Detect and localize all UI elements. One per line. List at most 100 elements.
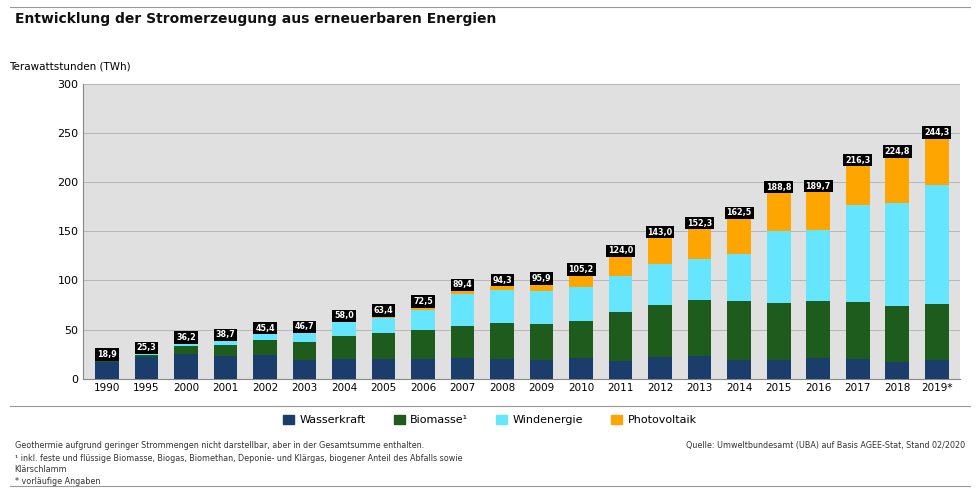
Bar (530, 360, 554, 379)
Bar (727, 219, 751, 254)
Bar (293, 360, 317, 379)
Bar (490, 359, 514, 379)
Bar (95, 362, 119, 379)
Bar (846, 166, 869, 205)
Bar (649, 238, 672, 264)
Text: * vorläufige Angaben: * vorläufige Angaben (15, 477, 100, 486)
Bar (846, 302, 869, 359)
Bar (134, 354, 159, 355)
Text: 124,0: 124,0 (608, 246, 633, 255)
Bar (214, 341, 237, 345)
Bar (371, 333, 395, 360)
Text: 244,3: 244,3 (924, 128, 950, 137)
Bar (530, 284, 554, 291)
Bar (569, 358, 593, 379)
Bar (412, 308, 435, 309)
Bar (174, 346, 198, 354)
Bar (332, 322, 356, 336)
Bar (688, 300, 711, 356)
Text: 224,8: 224,8 (884, 147, 910, 156)
Text: 94,3: 94,3 (492, 276, 512, 284)
Bar (727, 254, 751, 302)
Bar (490, 286, 514, 290)
Bar (214, 356, 237, 379)
Bar (451, 291, 474, 294)
Bar (214, 345, 237, 356)
Text: 46,7: 46,7 (295, 322, 315, 332)
Bar (925, 138, 949, 185)
Text: Terawattstunden (TWh): Terawattstunden (TWh) (9, 62, 130, 72)
Bar (609, 276, 632, 312)
Bar (766, 303, 791, 360)
Text: 143,0: 143,0 (648, 228, 672, 237)
Text: 45,4: 45,4 (255, 324, 274, 333)
Text: 72,5: 72,5 (414, 297, 433, 306)
Text: 25,3: 25,3 (136, 343, 157, 352)
Text: Entwicklung der Stromerzeugung aus erneuerbaren Energien: Entwicklung der Stromerzeugung aus erneu… (15, 12, 496, 26)
Bar (174, 354, 198, 379)
Bar (253, 334, 277, 340)
Text: 105,2: 105,2 (568, 265, 594, 274)
Bar (885, 306, 909, 362)
Bar (332, 336, 356, 359)
Bar (766, 193, 791, 231)
Bar (688, 259, 711, 300)
Text: 36,2: 36,2 (176, 333, 196, 342)
Bar (688, 356, 711, 379)
Bar (807, 358, 830, 379)
Bar (727, 302, 751, 360)
Bar (134, 358, 159, 379)
Text: 58,0: 58,0 (334, 311, 354, 320)
Bar (569, 276, 593, 287)
Text: ¹ inkl. feste und flüssige Biomasse, Biogas, Biomethan, Deponie- und Klärgas, bi: ¹ inkl. feste und flüssige Biomasse, Bio… (15, 454, 463, 462)
Text: Geothermie aufgrund geringer Strommengen nicht darstellbar, aber in der Gesamtsu: Geothermie aufgrund geringer Strommengen… (15, 441, 423, 450)
Bar (253, 340, 277, 355)
Bar (766, 231, 791, 303)
Bar (412, 309, 435, 330)
Bar (371, 316, 395, 318)
Bar (134, 355, 159, 358)
Bar (490, 290, 514, 323)
Bar (451, 358, 474, 379)
Bar (490, 323, 514, 359)
Bar (807, 192, 830, 230)
Bar (885, 362, 909, 379)
Legend: Wasserkraft, Biomasse¹, Windenergie, Photovoltaik: Wasserkraft, Biomasse¹, Windenergie, Pho… (278, 410, 702, 430)
Bar (569, 321, 593, 358)
Text: 95,9: 95,9 (532, 274, 552, 283)
Bar (412, 330, 435, 359)
Bar (649, 264, 672, 305)
Text: 188,8: 188,8 (766, 183, 792, 191)
Bar (530, 291, 554, 324)
Bar (95, 361, 119, 362)
Bar (95, 360, 119, 361)
Bar (371, 318, 395, 333)
Bar (649, 357, 672, 379)
Bar (807, 230, 830, 301)
Text: Quelle: Umweltbundesamt (UBA) auf Basis AGEE-Stat, Stand 02/2020: Quelle: Umweltbundesamt (UBA) auf Basis … (686, 441, 965, 450)
Bar (569, 287, 593, 321)
Bar (688, 229, 711, 259)
Bar (846, 205, 869, 302)
Bar (925, 360, 949, 379)
Text: Klärschlamm: Klärschlamm (15, 465, 68, 474)
Bar (925, 185, 949, 304)
Text: 89,4: 89,4 (453, 280, 472, 289)
Bar (371, 360, 395, 379)
Bar (253, 355, 277, 379)
Bar (293, 333, 317, 342)
Bar (293, 342, 317, 360)
Bar (727, 360, 751, 379)
Bar (885, 157, 909, 203)
Bar (846, 359, 869, 379)
Bar (451, 294, 474, 326)
Bar (807, 301, 830, 358)
Bar (530, 324, 554, 360)
Text: 189,7: 189,7 (806, 182, 831, 191)
Bar (609, 312, 632, 362)
Bar (609, 362, 632, 379)
Bar (925, 304, 949, 360)
Bar (885, 203, 909, 306)
Text: 38,7: 38,7 (216, 330, 235, 339)
Bar (412, 359, 435, 379)
